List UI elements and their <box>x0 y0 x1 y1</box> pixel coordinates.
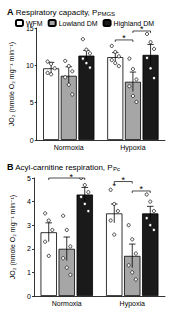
svg-text:WFM: WFM <box>26 20 43 27</box>
svg-text:*: * <box>121 175 125 185</box>
svg-text:Acyl-carnitine respiration, P: Acyl-carnitine respiration, P <box>13 163 112 172</box>
svg-text:*: * <box>69 172 73 182</box>
svg-text:Hypoxia: Hypoxia <box>120 300 145 308</box>
svg-text:Lowland DM: Lowland DM <box>59 20 98 27</box>
svg-text:4: 4 <box>27 198 31 205</box>
svg-text:*: * <box>140 24 144 34</box>
svg-text:Respiratory capacity, P: Respiratory capacity, P <box>13 8 97 17</box>
svg-text:*: * <box>122 33 126 43</box>
svg-text:0: 0 <box>30 137 34 144</box>
svg-text:1: 1 <box>27 269 31 276</box>
svg-text:2: 2 <box>27 245 31 252</box>
svg-text:B: B <box>7 162 14 172</box>
svg-text:0: 0 <box>27 293 31 300</box>
svg-text:JO₂ (nmole O₂ mg⁻¹ min⁻¹): JO₂ (nmole O₂ mg⁻¹ min⁻¹) <box>9 195 17 279</box>
svg-text:Hypoxia: Hypoxia <box>120 144 145 152</box>
svg-text:Normoxia: Normoxia <box>52 300 82 307</box>
svg-text:Highland DM: Highland DM <box>114 20 155 28</box>
svg-text:JO₂ (nmole O₂ mg⁻¹ min⁻¹): JO₂ (nmole O₂ mg⁻¹ min⁻¹) <box>8 42 16 126</box>
svg-text:Normoxia: Normoxia <box>54 144 84 151</box>
svg-text:10: 10 <box>26 62 34 69</box>
svg-text:Pc: Pc <box>113 166 120 172</box>
svg-text:PMGS: PMGS <box>97 11 115 17</box>
svg-text:5: 5 <box>30 99 34 106</box>
svg-text:15: 15 <box>25 24 34 32</box>
svg-text:*: * <box>139 184 143 194</box>
svg-text:3: 3 <box>27 222 31 229</box>
svg-text:*: * <box>112 181 116 191</box>
svg-text:A: A <box>7 7 14 17</box>
svg-text:5: 5 <box>27 175 31 182</box>
